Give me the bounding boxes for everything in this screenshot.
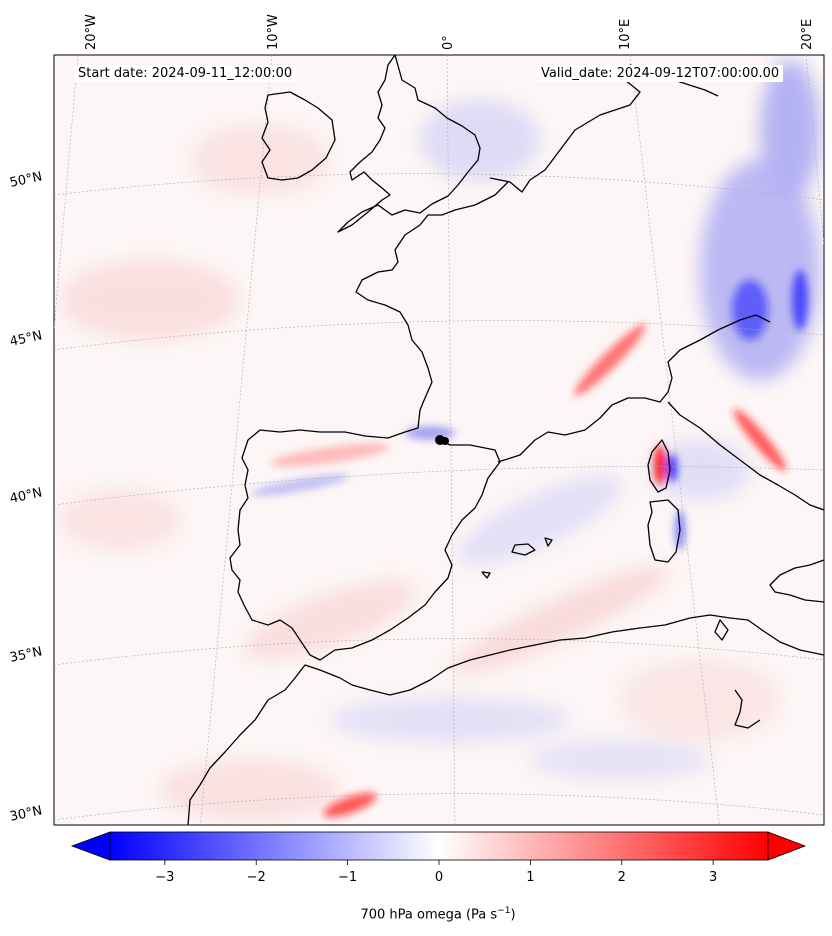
omega-field — [54, 55, 824, 825]
colorbar-tick-label: −1 — [338, 870, 358, 885]
colorbar-tick-label: 1 — [526, 870, 535, 885]
start-date-label: Start date: 2024-09-11_12:00:00 — [74, 65, 297, 82]
valid-date-label: Valid_date: 2024-09-12T07:00:00.00 — [537, 65, 784, 82]
lon-label: 20°E — [800, 18, 815, 50]
station-dot — [441, 437, 449, 445]
colorbar-tick-label: 3 — [709, 870, 718, 885]
lon-label: 0° — [441, 35, 456, 50]
colorbar — [70, 831, 807, 865]
lon-label: 10°W — [266, 14, 281, 50]
colorbar-tick-label: 2 — [617, 870, 626, 885]
colorbar-title: 700 hPa omega (Pa s−1) — [360, 906, 516, 923]
graticule — [54, 55, 824, 825]
lon-label: 20°W — [84, 14, 99, 50]
colorbar-tick-label: 0 — [434, 870, 444, 885]
colorbar-tick-label: −2 — [246, 870, 266, 885]
colorbar-tick-label: −3 — [155, 870, 175, 885]
lon-label: 10°E — [618, 18, 633, 50]
